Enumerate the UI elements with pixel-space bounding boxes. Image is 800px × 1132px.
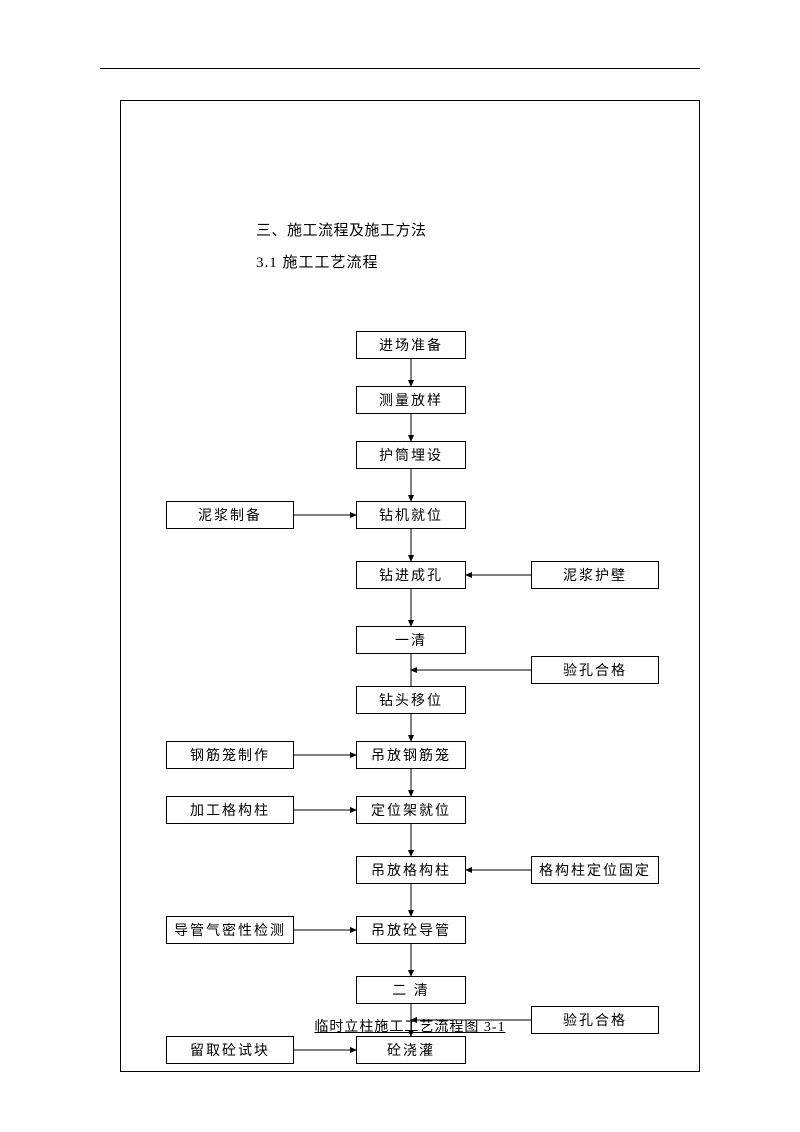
flowchart-area: 进场准备测量放样护筒埋设钻机就位钻进成孔一清钻头移位吊放钢筋笼定位架就位吊放格构…: [121, 201, 699, 1071]
flow-node-n13: 砼浇灌: [356, 1036, 466, 1064]
flow-node-s3: 验孔合格: [531, 656, 659, 684]
figure-caption: 临时立柱施工工艺流程图 3-1: [121, 1016, 699, 1036]
flow-node-n12: 二 清: [356, 976, 466, 1004]
flow-node-n10: 吊放格构柱: [356, 856, 466, 884]
flow-node-n5: 钻进成孔: [356, 561, 466, 589]
flow-node-s6: 格构柱定位固定: [531, 856, 659, 884]
header-rule: [100, 68, 700, 69]
flow-node-n8: 吊放钢筋笼: [356, 741, 466, 769]
flow-node-n1: 进场准备: [356, 331, 466, 359]
page-frame: 三、施工流程及施工方法 3.1 施工工艺流程 进场准备测量放样护筒埋设钻机就位钻…: [120, 100, 700, 1072]
flow-node-s2: 泥浆护壁: [531, 561, 659, 589]
flow-node-s9: 留取砼试块: [166, 1036, 294, 1064]
flow-node-n2: 测量放样: [356, 386, 466, 414]
flow-node-n11: 吊放砼导管: [356, 916, 466, 944]
flow-node-s4: 钢筋笼制作: [166, 741, 294, 769]
flow-node-s1: 泥浆制备: [166, 501, 294, 529]
flow-node-n9: 定位架就位: [356, 796, 466, 824]
flow-node-s5: 加工格构柱: [166, 796, 294, 824]
flow-node-s7: 导管气密性检测: [166, 916, 294, 944]
flow-node-n7: 钻头移位: [356, 686, 466, 714]
flow-node-n3: 护筒埋设: [356, 441, 466, 469]
flow-node-n6: 一清: [356, 626, 466, 654]
flow-node-n4: 钻机就位: [356, 501, 466, 529]
